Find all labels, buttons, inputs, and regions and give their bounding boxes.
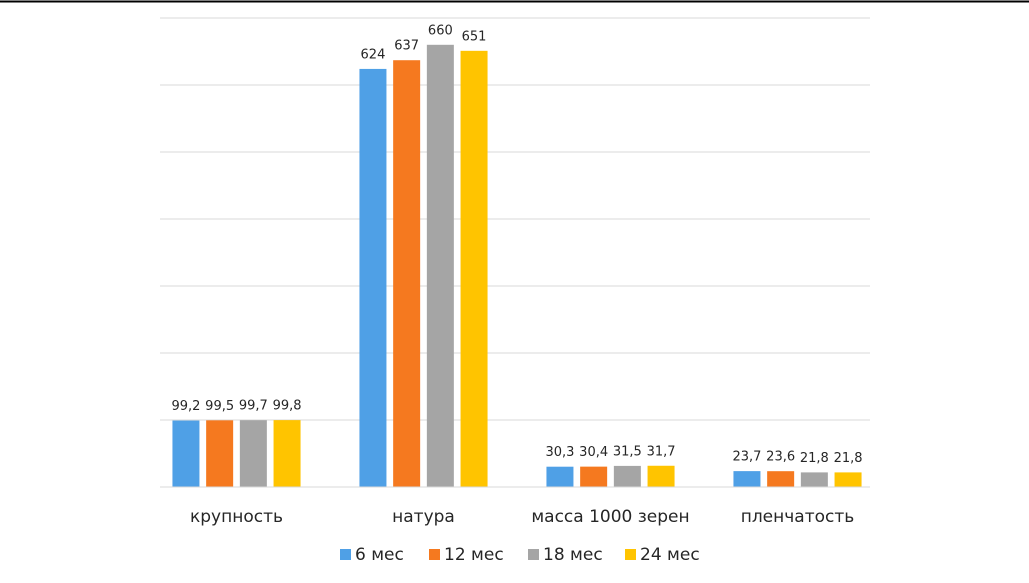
bar (834, 472, 862, 487)
data-label: 637 (394, 39, 419, 54)
data-label: 651 (462, 29, 487, 44)
legend-label: 12 мес (444, 545, 504, 565)
data-label: 99,5 (205, 399, 234, 414)
bar (359, 68, 387, 488)
legend-swatch (625, 549, 636, 560)
data-label: 99,2 (171, 399, 200, 414)
bar (767, 471, 795, 487)
bar (426, 44, 454, 488)
bar (239, 420, 267, 487)
bar (393, 60, 421, 488)
legend-swatch (340, 549, 351, 560)
data-label: 624 (361, 47, 386, 62)
data-label: 23,7 (732, 450, 761, 465)
data-label: 21,8 (834, 451, 863, 466)
x-tick-label: натура (392, 507, 455, 527)
data-label: 21,8 (800, 451, 829, 466)
bar (206, 420, 234, 487)
bar (647, 465, 675, 487)
data-label: 99,7 (239, 399, 268, 414)
x-tick-label: пленчатость (741, 507, 855, 527)
bar (546, 466, 574, 487)
legend-label: 24 мес (640, 545, 700, 565)
bar (800, 472, 828, 487)
data-label: 23,6 (766, 450, 795, 465)
data-label: 31,7 (647, 444, 676, 459)
legend-label: 6 мес (355, 545, 404, 565)
bar (460, 50, 488, 488)
x-tick-label: масса 1000 зерен (531, 507, 689, 527)
bar (172, 420, 200, 487)
data-label: 99,8 (273, 399, 302, 414)
bar (580, 466, 608, 487)
legend-label: 18 мес (543, 545, 603, 565)
data-label: 660 (428, 23, 453, 38)
x-tick-label: крупность (190, 507, 283, 527)
data-label: 30,3 (545, 445, 574, 460)
legend-swatch (429, 549, 440, 560)
bar (733, 471, 761, 487)
data-label: 30,4 (579, 445, 608, 460)
bar (273, 420, 301, 487)
data-label: 31,5 (613, 444, 642, 459)
legend-swatch (528, 549, 539, 560)
bar (613, 465, 641, 487)
